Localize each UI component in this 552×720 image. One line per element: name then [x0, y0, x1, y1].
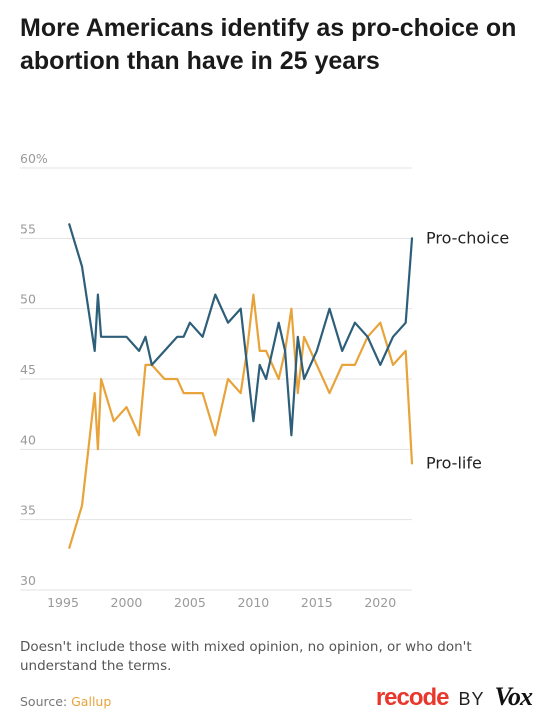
x-tick-label-2015: 2015 [301, 595, 333, 610]
series-label-pro-life: Pro-life [426, 453, 482, 472]
line-chart: 30 35 40 45 50 55 60% 1995 2000 2005 2010 2015 2020… [20, 151, 509, 610]
brand-logo: recode BY Vox [375, 682, 533, 712]
y-tick-label-40: 40 [20, 432, 36, 447]
x-tick-label-1995: 1995 [47, 595, 79, 610]
source-link[interactable]: Gallup [71, 694, 112, 709]
y-tick-label-55: 55 [20, 221, 36, 236]
y-tick-label-30: 30 [20, 573, 36, 588]
vox-logo: Vox [494, 682, 533, 711]
source-line: Source: Gallup [20, 694, 111, 709]
x-tick-label-2005: 2005 [174, 595, 206, 610]
y-axis-ticks: 30 35 40 45 50 55 60% [20, 151, 48, 588]
y-tick-label-35: 35 [20, 503, 36, 518]
series-line-pro-life [68, 293, 414, 549]
chart-grid [20, 167, 412, 591]
brand-by: BY [458, 689, 485, 709]
source-label: Source: [20, 694, 72, 709]
series-line-pro-choice [68, 223, 414, 437]
recode-logo: recode [375, 684, 450, 711]
series-label-pro-choice: Pro-choice [426, 228, 509, 247]
x-tick-label-2010: 2010 [237, 595, 269, 610]
chart-title: More Americans identify as pro-choice on… [20, 14, 517, 75]
x-axis-ticks: 1995 2000 2005 2010 2015 2020 [47, 595, 396, 610]
chart-note: Doesn't include those with mixed opinion… [20, 639, 472, 674]
chart-series [68, 223, 414, 549]
y-tick-label-60: 60% [20, 151, 48, 166]
y-tick-label-50: 50 [20, 292, 36, 307]
series-labels: Pro-choice Pro-life [426, 228, 509, 472]
x-tick-label-2020: 2020 [364, 595, 396, 610]
y-tick-label-45: 45 [20, 362, 36, 377]
x-tick-label-2000: 2000 [111, 595, 143, 610]
